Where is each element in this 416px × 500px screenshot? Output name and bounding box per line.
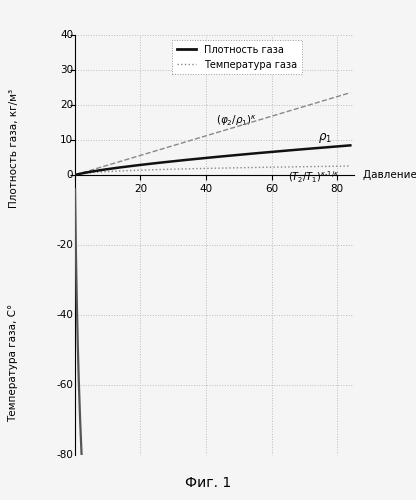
- Text: Температура газа, С°: Температура газа, С°: [9, 304, 19, 422]
- Text: 0: 0: [67, 170, 73, 180]
- Legend: Плотность газа, Температура газа: Плотность газа, Температура газа: [172, 40, 302, 74]
- Text: -60: -60: [56, 380, 73, 390]
- Text: 40: 40: [60, 30, 73, 40]
- Text: $(\varphi_2/\rho_1)^\kappa$: $(\varphi_2/\rho_1)^\kappa$: [216, 114, 257, 128]
- Text: -40: -40: [56, 310, 73, 320]
- Text: 60: 60: [265, 184, 278, 194]
- Text: 20: 20: [60, 100, 73, 110]
- Text: Давление, ати: Давление, ати: [364, 170, 416, 180]
- Text: 10: 10: [60, 135, 73, 145]
- Text: -80: -80: [56, 450, 73, 460]
- Text: 80: 80: [331, 184, 344, 194]
- Text: $(T_2/ T_1)^{\kappa\text{-}1/\kappa}$: $(T_2/ T_1)^{\kappa\text{-}1/\kappa}$: [288, 170, 339, 185]
- Text: -20: -20: [56, 240, 73, 250]
- Text: Фиг. 1: Фиг. 1: [185, 476, 231, 490]
- Text: $\rho_1$: $\rho_1$: [317, 131, 332, 145]
- Text: Плотность газа, кг/м³: Плотность газа, кг/м³: [9, 89, 19, 208]
- Text: 20: 20: [134, 184, 147, 194]
- Text: 40: 40: [200, 184, 213, 194]
- Text: 30: 30: [60, 65, 73, 75]
